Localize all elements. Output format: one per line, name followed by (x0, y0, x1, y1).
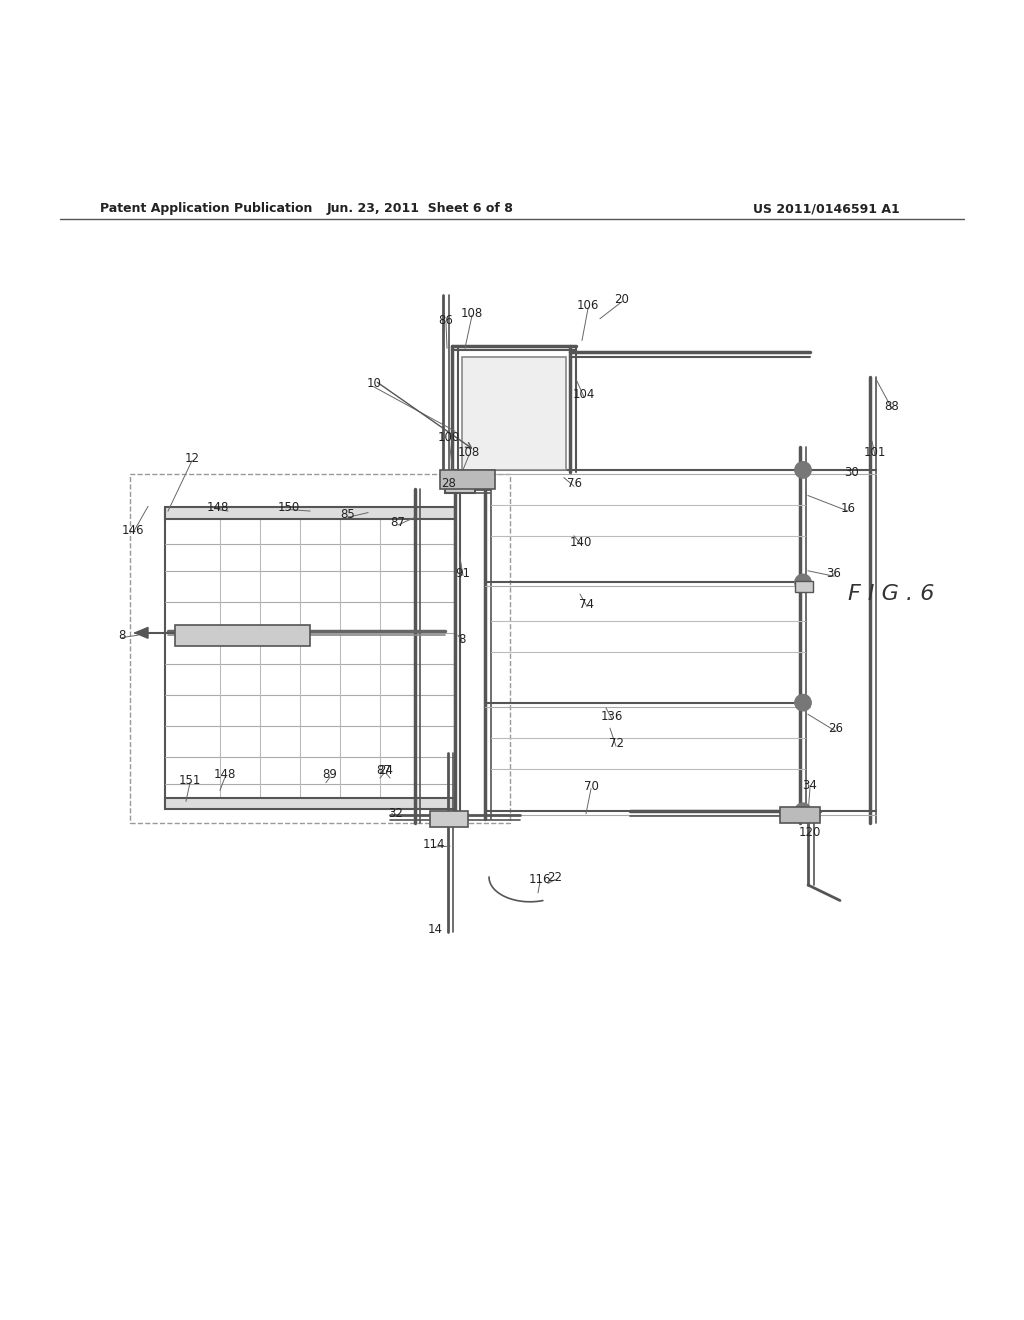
Text: 70: 70 (584, 780, 598, 793)
Text: 16: 16 (841, 502, 855, 515)
Text: 30: 30 (845, 466, 859, 479)
Text: 87: 87 (377, 764, 391, 777)
Text: 91: 91 (456, 566, 470, 579)
Text: 148: 148 (207, 500, 229, 513)
Bar (462, 358, 566, 470)
Text: 26: 26 (828, 722, 844, 735)
Text: 24: 24 (379, 764, 393, 777)
Text: 108: 108 (458, 446, 480, 459)
Text: 108: 108 (461, 306, 483, 319)
Bar (795, 581, 813, 591)
Text: 100: 100 (438, 430, 460, 444)
Text: 116: 116 (528, 873, 551, 886)
Bar (165, 799, 455, 809)
Circle shape (795, 803, 811, 820)
Bar (165, 507, 455, 519)
Text: 104: 104 (572, 388, 595, 401)
Text: 85: 85 (341, 508, 355, 521)
Bar (130, 474, 510, 822)
Text: 151: 151 (179, 774, 201, 787)
Text: 86: 86 (438, 314, 454, 327)
Text: 146: 146 (122, 524, 144, 537)
Text: 34: 34 (803, 779, 817, 792)
Text: 87: 87 (390, 516, 406, 529)
Bar (175, 626, 310, 645)
Text: 140: 140 (569, 536, 592, 549)
Text: 32: 32 (388, 807, 403, 820)
Text: 106: 106 (577, 298, 599, 312)
Text: 20: 20 (614, 293, 630, 306)
Text: 28: 28 (441, 478, 457, 491)
Text: 8: 8 (119, 628, 126, 642)
Text: 148: 148 (214, 768, 237, 781)
Text: Jun. 23, 2011  Sheet 6 of 8: Jun. 23, 2011 Sheet 6 of 8 (327, 202, 513, 215)
Bar (440, 470, 495, 490)
Text: 136: 136 (601, 710, 624, 723)
Text: 76: 76 (566, 478, 582, 491)
Text: 88: 88 (885, 400, 899, 413)
Text: Patent Application Publication: Patent Application Publication (100, 202, 312, 215)
Text: 12: 12 (184, 451, 200, 465)
Circle shape (795, 574, 811, 590)
Text: 10: 10 (367, 376, 381, 389)
Polygon shape (135, 627, 148, 639)
Circle shape (795, 462, 811, 478)
Text: 150: 150 (278, 500, 300, 513)
Text: US 2011/0146591 A1: US 2011/0146591 A1 (754, 202, 900, 215)
Text: 36: 36 (826, 566, 842, 579)
Text: 22: 22 (548, 871, 562, 883)
Text: 89: 89 (323, 768, 338, 781)
Text: 74: 74 (580, 598, 595, 611)
Text: 14: 14 (427, 924, 442, 936)
Text: 8: 8 (459, 632, 466, 645)
Text: 120: 120 (799, 826, 821, 840)
Text: 101: 101 (864, 446, 886, 459)
Text: 72: 72 (608, 738, 624, 750)
Bar (445, 474, 475, 494)
Bar (780, 808, 820, 822)
Circle shape (795, 694, 811, 711)
Text: F I G . 6: F I G . 6 (848, 583, 934, 605)
Text: 114: 114 (423, 838, 445, 851)
Bar (430, 812, 468, 826)
